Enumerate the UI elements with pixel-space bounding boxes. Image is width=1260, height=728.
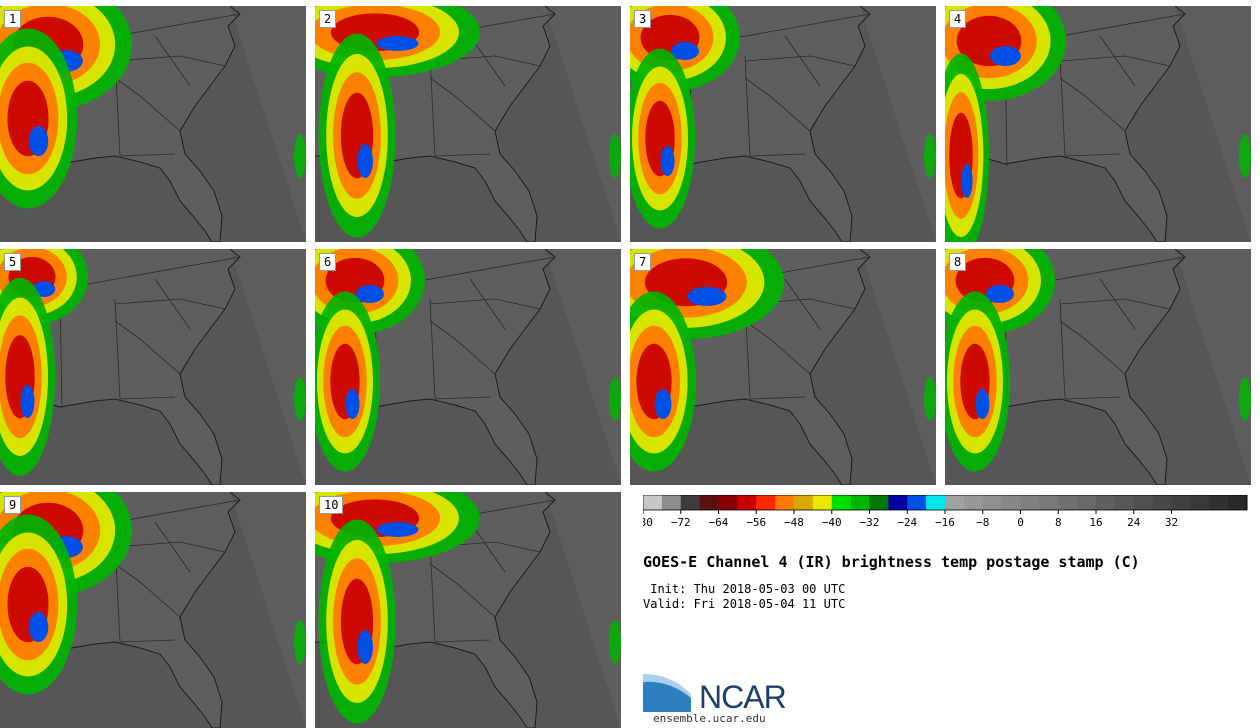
panel-number: 1 <box>4 10 22 28</box>
panel-number: 4 <box>949 10 967 28</box>
ir-map <box>0 6 306 242</box>
cloud-area <box>318 519 396 724</box>
ir-map <box>0 492 306 728</box>
colorbar-swatch <box>850 495 870 510</box>
colorbar-swatch <box>718 495 738 510</box>
colorbar-swatch <box>926 495 946 510</box>
panel-number: 8 <box>949 253 967 271</box>
colorbar-tick-label: 16 <box>1089 516 1102 529</box>
colorbar-tick-label: −8 <box>976 516 989 529</box>
colorbar-swatch <box>812 495 833 510</box>
colorbar-swatch <box>1001 495 1021 510</box>
ncar-logo-icon <box>643 674 691 712</box>
map-panel: 8 <box>945 249 1251 485</box>
colorbar-swatch <box>945 495 965 510</box>
ncar-logo-text: NCAR <box>699 679 787 715</box>
ir-map <box>0 249 306 485</box>
colorbar-swatch <box>1152 495 1172 510</box>
ir-map <box>315 249 621 485</box>
colorbar-swatch <box>1020 495 1040 510</box>
colorbar-swatch <box>1209 495 1229 510</box>
colorbar-tick-label: 24 <box>1127 516 1141 529</box>
panel-number: 6 <box>319 253 337 271</box>
ir-map <box>630 6 936 242</box>
map-panel: 4 <box>945 6 1251 242</box>
ir-map <box>315 6 621 242</box>
colorbar-swatch <box>661 495 682 510</box>
colorbar-swatch <box>1058 495 1078 510</box>
cloud-area <box>315 291 380 472</box>
colorbar-tick-label: −72 <box>671 516 691 529</box>
colorbar-swatch <box>794 495 814 510</box>
panel-number: 10 <box>319 496 344 514</box>
colorbar-swatch <box>1096 495 1116 510</box>
colorbar-swatch <box>907 495 927 510</box>
colorbar-swatch <box>1133 495 1154 510</box>
colorbar-swatch <box>699 495 719 510</box>
map-panel: 7 <box>630 249 936 485</box>
cloud-area <box>0 514 77 695</box>
map-panel: 5 <box>0 249 306 485</box>
page-title: GOES-E Channel 4 (IR) brightness temp po… <box>643 553 1140 571</box>
colorbar-tick-label: −16 <box>935 516 955 529</box>
cloud-area <box>945 53 989 242</box>
map-panel: 10 <box>315 492 621 728</box>
colorbar-tick-label: −40 <box>822 516 842 529</box>
panel-number: 7 <box>634 253 652 271</box>
cloud-area <box>945 291 1010 472</box>
colorbar-swatch <box>737 495 757 510</box>
panel-number: 2 <box>319 10 337 28</box>
map-panel: 6 <box>315 249 621 485</box>
colorbar-tick-label: −56 <box>746 516 766 529</box>
panel-number: 9 <box>4 496 22 514</box>
colorbar-tick-label: −64 <box>709 516 729 529</box>
colorbar-swatch <box>1114 495 1135 510</box>
cloud-area <box>630 291 696 472</box>
colorbar-tick-label: 8 <box>1055 516 1062 529</box>
colorbar-tick-label: −48 <box>784 516 804 529</box>
ir-map <box>315 492 621 728</box>
colorbar-tick-label: −24 <box>897 516 917 529</box>
colorbar-tick-label: −32 <box>860 516 880 529</box>
logo-url: ensemble.ucar.edu <box>653 712 766 725</box>
colorbar-swatch <box>982 495 1003 510</box>
cloud-area <box>318 33 396 238</box>
cloud-area <box>0 277 55 476</box>
colorbar-tick-label: 0 <box>1017 516 1024 529</box>
colorbar-swatch <box>1171 495 1191 510</box>
colorbar-tick-label: 32 <box>1165 516 1178 529</box>
colorbar-swatch <box>1190 495 1210 510</box>
ir-map <box>630 249 936 485</box>
colorbar-swatch <box>680 495 701 510</box>
colorbar-swatch <box>963 495 984 510</box>
ir-map <box>945 249 1251 485</box>
init-time: Init: Thu 2018-05-03 00 UTC <box>643 582 846 596</box>
map-panel: 2 <box>315 6 621 242</box>
colorbar-swatch <box>775 495 795 510</box>
panel-number: 5 <box>4 253 22 271</box>
colorbar-tick-label: −80 <box>643 516 653 529</box>
colorbar-swatch <box>1228 495 1248 510</box>
colorbar-swatch <box>643 495 663 510</box>
map-panel: 9 <box>0 492 306 728</box>
colorbar-swatch <box>1077 495 1097 510</box>
cloud-area <box>630 48 695 229</box>
map-panel: 1 <box>0 6 306 242</box>
colorbar-swatch <box>1039 495 1059 510</box>
colorbar-swatch <box>831 495 852 510</box>
map-panel: 3 <box>630 6 936 242</box>
valid-time: Valid: Fri 2018-05-04 11 UTC <box>643 597 846 611</box>
colorbar-swatch <box>888 495 908 510</box>
colorbar-swatch <box>756 495 776 510</box>
cloud-area <box>0 28 77 209</box>
ir-map <box>945 6 1251 242</box>
panel-number: 3 <box>634 10 652 28</box>
colorbar-swatch <box>869 495 889 510</box>
